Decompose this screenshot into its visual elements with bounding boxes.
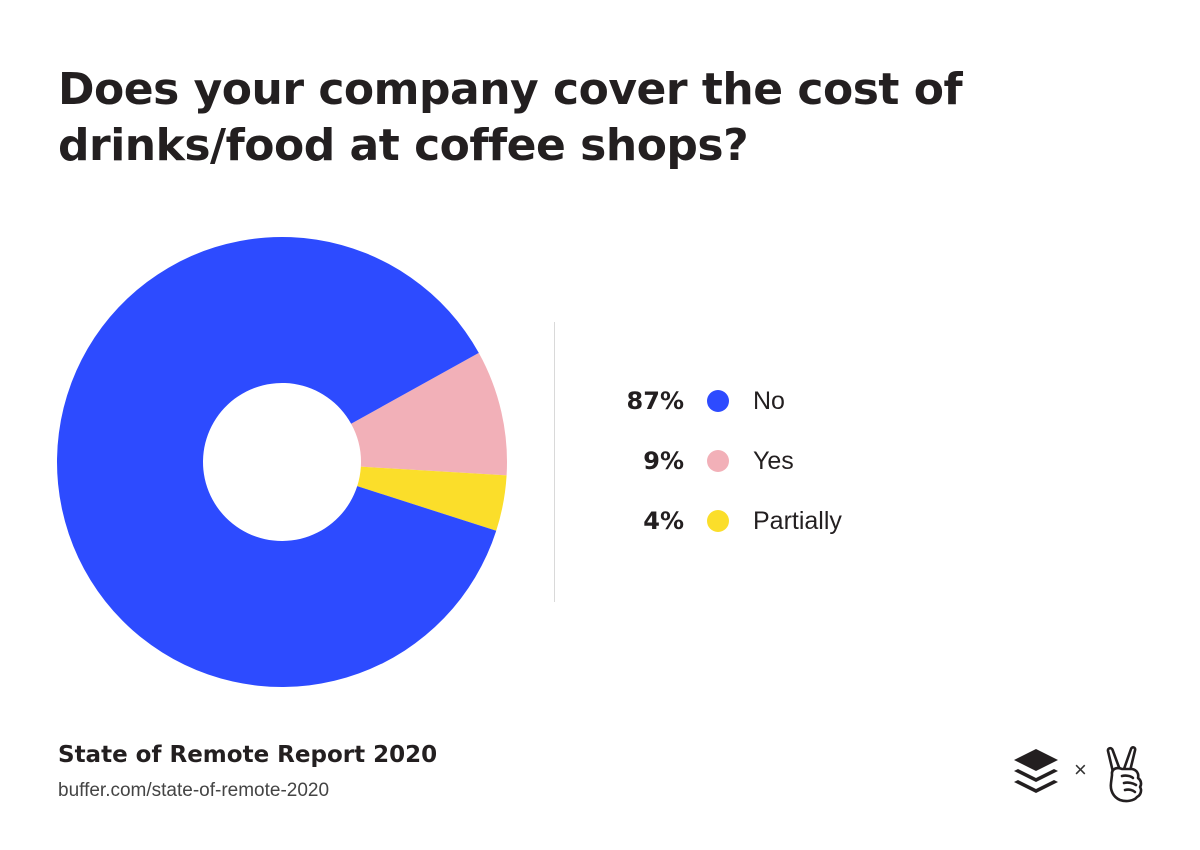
legend-swatch <box>707 450 729 472</box>
legend-swatch <box>707 510 729 532</box>
legend-value: 87% <box>626 387 684 415</box>
report-title: State of Remote Report 2020 <box>58 742 438 768</box>
peace-hand-icon <box>1106 746 1143 803</box>
legend-value: 4% <box>643 507 684 535</box>
brand-logos: × <box>1010 745 1150 805</box>
logo-separator: × <box>1074 757 1087 782</box>
legend: 87% No 9% Yes 4% Partially <box>600 380 1020 560</box>
chart-title: Does your company cover the cost of drin… <box>58 62 1058 174</box>
legend-divider <box>554 322 555 602</box>
legend-label: Partially <box>753 507 842 535</box>
report-url: buffer.com/state-of-remote-2020 <box>58 780 330 801</box>
legend-item-no: 87% No <box>600 380 1020 440</box>
chart-title-line-2: drinks/food at coffee shops? <box>58 120 749 171</box>
legend-item-yes: 9% Yes <box>600 440 1020 500</box>
legend-item-partially: 4% Partially <box>600 500 1020 560</box>
donut-slice-partially <box>357 466 507 531</box>
legend-label: No <box>753 387 785 415</box>
legend-label: Yes <box>753 447 794 475</box>
legend-value: 9% <box>643 447 684 475</box>
donut-chart <box>57 237 507 688</box>
buffer-logo-icon <box>1014 749 1058 793</box>
chart-title-line-1: Does your company cover the cost of <box>58 64 963 115</box>
legend-swatch <box>707 390 729 412</box>
donut-slice-no <box>57 237 497 688</box>
donut-slice-yes <box>351 352 507 476</box>
